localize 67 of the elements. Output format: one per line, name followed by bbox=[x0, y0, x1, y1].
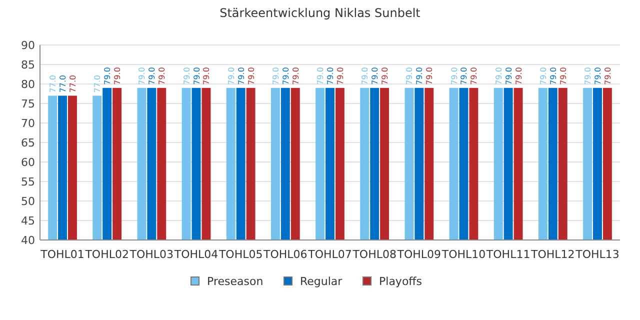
data-label: 79.0 bbox=[291, 67, 300, 85]
y-tick-label: 50 bbox=[21, 195, 35, 208]
data-label: 79.0 bbox=[593, 67, 602, 85]
y-tick-label: 75 bbox=[21, 98, 35, 110]
data-label: 79.0 bbox=[236, 67, 246, 85]
data-label: 79.0 bbox=[584, 67, 593, 85]
data-label: 79.0 bbox=[246, 67, 256, 85]
data-label: 79.0 bbox=[405, 67, 414, 85]
x-tick-label: TOHL03 bbox=[128, 248, 174, 261]
x-tick-label: TOHL04 bbox=[173, 248, 218, 261]
y-tick-label: 85 bbox=[21, 58, 35, 72]
legend-label: Regular bbox=[300, 275, 343, 288]
data-label: 79.0 bbox=[538, 67, 548, 85]
data-label: 79.0 bbox=[504, 67, 514, 85]
data-label: 79.0 bbox=[603, 67, 612, 85]
x-tick-label: TOHL07 bbox=[307, 248, 352, 261]
y-tick-label: 45 bbox=[21, 214, 35, 228]
y-tick-label: 60 bbox=[21, 156, 35, 169]
data-label: 79.0 bbox=[202, 67, 212, 85]
data-label: 79.0 bbox=[103, 67, 112, 85]
x-tick-label: TOHL11 bbox=[485, 248, 530, 261]
x-tick-label: TOHL10 bbox=[440, 248, 486, 261]
data-label: 79.0 bbox=[226, 67, 236, 85]
data-label: 79.0 bbox=[148, 67, 157, 85]
data-label: 79.0 bbox=[425, 67, 434, 85]
y-tick-label: 65 bbox=[21, 136, 35, 150]
data-label: 79.0 bbox=[548, 67, 558, 85]
legend-label: Playoffs bbox=[379, 275, 422, 288]
data-label: 79.0 bbox=[514, 67, 524, 85]
data-label: 79.0 bbox=[138, 67, 147, 85]
x-tick-label: TOHL09 bbox=[396, 248, 442, 261]
y-tick-label: 80 bbox=[21, 78, 35, 91]
data-label: 79.0 bbox=[316, 67, 326, 85]
y-tick-label: 90 bbox=[21, 39, 35, 52]
data-label: 79.0 bbox=[271, 67, 280, 85]
legend-label: Preseason bbox=[207, 275, 264, 288]
x-tick-label: TOHL05 bbox=[218, 248, 263, 261]
data-label: 79.0 bbox=[558, 67, 568, 85]
data-label: 79.0 bbox=[281, 67, 290, 85]
data-label: 79.0 bbox=[182, 67, 192, 85]
y-tick-label: 55 bbox=[21, 176, 35, 188]
x-tick-label: TOHL02 bbox=[84, 248, 129, 261]
data-label: 79.0 bbox=[360, 67, 370, 85]
data-label: 77.0 bbox=[48, 74, 58, 93]
data-label: 79.0 bbox=[158, 67, 167, 85]
data-label: 77.0 bbox=[68, 74, 78, 93]
data-label: 79.0 bbox=[494, 67, 504, 85]
x-tick-label: TOHL06 bbox=[262, 248, 308, 261]
data-label: 79.0 bbox=[336, 67, 345, 85]
data-label: 77.0 bbox=[58, 74, 68, 93]
x-tick-label: TOHL13 bbox=[574, 248, 620, 261]
data-label: 79.0 bbox=[326, 67, 335, 85]
x-tick-label: TOHL12 bbox=[530, 248, 575, 261]
data-label: 79.0 bbox=[113, 67, 122, 85]
x-tick-label: TOHL01 bbox=[40, 248, 84, 261]
y-tick-label: 40 bbox=[21, 234, 35, 247]
data-label: 79.0 bbox=[415, 67, 424, 85]
chart-title: Stärkeentwicklung Niklas Sunbelt bbox=[220, 6, 421, 20]
data-label: 79.0 bbox=[192, 67, 202, 85]
data-label: 79.0 bbox=[460, 67, 469, 85]
data-label: 79.0 bbox=[380, 67, 390, 85]
data-label: 79.0 bbox=[470, 67, 479, 85]
data-label: 79.0 bbox=[370, 67, 380, 85]
data-label: 77.0 bbox=[93, 74, 102, 93]
x-tick-label: TOHL08 bbox=[352, 248, 396, 261]
data-label: 79.0 bbox=[450, 67, 459, 85]
y-tick-label: 70 bbox=[21, 117, 35, 130]
